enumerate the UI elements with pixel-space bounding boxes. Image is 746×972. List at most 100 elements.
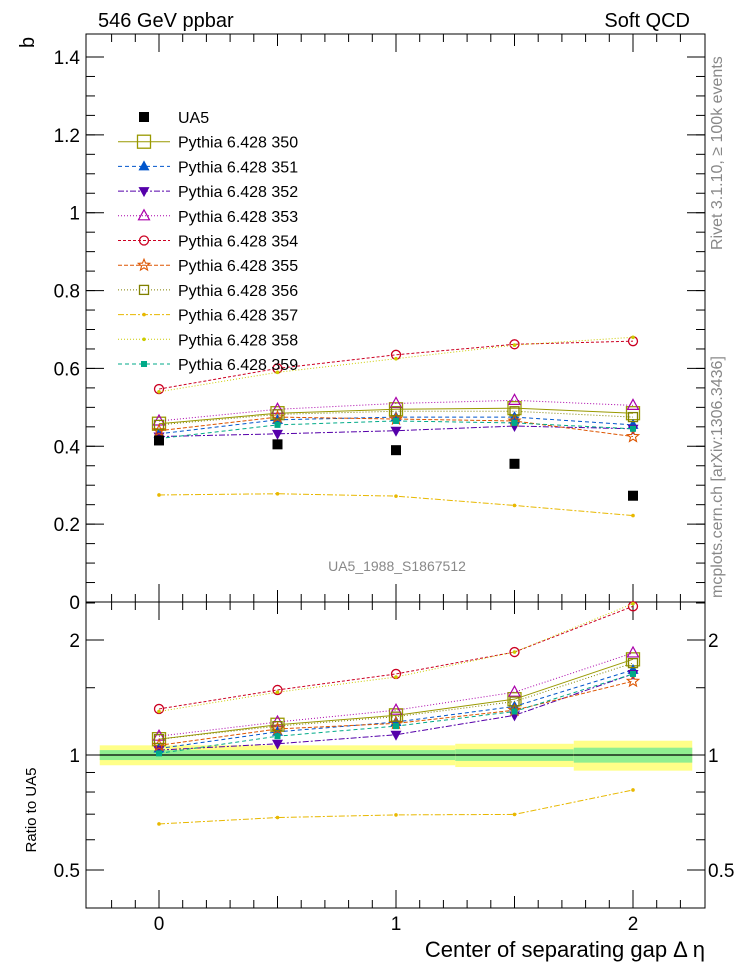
main-point-9 — [394, 356, 398, 361]
ratio-point-8 — [631, 788, 635, 792]
legend-marker-1 — [136, 134, 152, 149]
ratio-point-8 — [275, 815, 280, 820]
main-point-7 — [390, 406, 402, 417]
ratio-point-9 — [157, 709, 161, 714]
ratio-point-9 — [631, 601, 635, 606]
ratio-y-tick-label: 2 — [69, 631, 80, 652]
ratio-point-10 — [274, 733, 281, 740]
legend-label-4: Pythia 6.428 353 — [178, 209, 298, 226]
legend-marker-8 — [142, 312, 146, 317]
legend-label-5: Pythia 6.428 354 — [178, 234, 298, 251]
main-point-6 — [625, 429, 641, 443]
main-point-8 — [394, 494, 398, 498]
side-label-mcplots: mcplots.cern.ch [arXiv:1306.3436] — [709, 356, 726, 598]
x-axis-label: Center of separating gap Δ η — [425, 937, 705, 962]
main-point-8 — [275, 491, 280, 496]
ua5-data-point — [628, 490, 638, 501]
legend-label-2: Pythia 6.428 351 — [178, 159, 298, 176]
legend-label-9: Pythia 6.428 358 — [178, 332, 298, 349]
ratio-point-8 — [157, 822, 161, 826]
main-series-line-10 — [158, 420, 634, 439]
ua5-data-point — [272, 439, 283, 450]
main-y-tick-label: 1.2 — [54, 126, 80, 147]
legend-label-10: Pythia 6.428 359 — [178, 357, 298, 374]
x-tick-label: 1 — [391, 914, 402, 935]
ratio-y-tick-label-right: 2 — [708, 631, 719, 652]
x-tick-label: 2 — [628, 914, 639, 935]
ratio-point-8 — [394, 813, 398, 817]
ratio-point-7 — [627, 657, 639, 669]
main-point-7 — [509, 406, 520, 417]
main-y-tick-label: 1 — [69, 204, 80, 225]
legend-label-6: Pythia 6.428 355 — [178, 258, 298, 275]
legend-label-7: Pythia 6.428 356 — [178, 283, 298, 300]
header-right-label: Soft QCD — [604, 10, 690, 32]
ratio-point-6 — [625, 673, 641, 688]
main-point-10 — [274, 421, 281, 428]
ratio-y-tick-label: 1 — [69, 746, 80, 767]
ratio-point-10 — [630, 670, 636, 677]
ratio-point-10 — [511, 708, 518, 715]
ratio-point-7 — [272, 720, 283, 732]
legend-marker-10 — [141, 361, 147, 367]
main-point-10 — [630, 425, 636, 432]
main-point-3 — [272, 429, 283, 440]
ratio-point-9 — [512, 650, 517, 654]
ratio-point-4 — [626, 645, 640, 658]
ratio-point-4 — [507, 684, 522, 697]
ratio-point-3 — [272, 739, 283, 750]
legend-label-ua5: UA5 — [178, 110, 209, 127]
ratio-series-line-4 — [158, 652, 634, 737]
ratio-point-9 — [275, 690, 280, 695]
main-series-line-2 — [158, 416, 634, 435]
ratio-point-7 — [509, 696, 520, 707]
ua5-data-point — [391, 445, 401, 456]
ratio-y-tick-label: 0.5 — [54, 861, 80, 882]
ratio-point-5 — [509, 646, 520, 658]
main-point-4 — [507, 393, 522, 405]
main-point-9 — [275, 370, 280, 375]
ratio-point-7 — [153, 734, 165, 745]
main-point-8 — [512, 503, 517, 508]
ratio-point-4 — [389, 702, 403, 715]
main-point-9 — [631, 335, 635, 340]
main-point-8 — [631, 513, 635, 518]
main-point-7 — [272, 409, 283, 420]
main-point-4 — [389, 396, 403, 409]
main-series-line-7 — [158, 410, 634, 426]
legend-label-3: Pythia 6.428 352 — [178, 184, 298, 201]
ratio-point-7 — [390, 711, 402, 722]
side-label-rivet: Rivet 3.1.10, ≥ 100k events — [709, 56, 726, 250]
legend-marker-6 — [136, 257, 152, 272]
ratio-point-5 — [627, 601, 639, 612]
main-point-9 — [512, 343, 517, 347]
main-point-4 — [270, 402, 285, 414]
legend-marker-4 — [137, 208, 151, 221]
ratio-point-9 — [394, 675, 398, 679]
ratio-point-10 — [156, 750, 162, 757]
main-series-line-4 — [158, 399, 634, 422]
ua5-data-point — [509, 458, 520, 469]
main-point-3 — [390, 426, 402, 437]
main-y-tick-label: 0.8 — [54, 282, 80, 303]
ratio-series-line-5 — [158, 605, 634, 710]
ratio-series-line-6 — [158, 680, 634, 746]
main-point-10 — [511, 419, 518, 426]
ratio-point-10 — [393, 723, 399, 730]
main-point-9 — [157, 389, 161, 394]
ratio-series-line-1 — [158, 658, 634, 740]
main-y-tick-label: 0 — [69, 593, 80, 614]
main-series-line-1 — [158, 407, 634, 425]
main-point-7 — [627, 411, 639, 423]
legend-label-1: Pythia 6.428 350 — [178, 135, 298, 152]
main-point-7 — [153, 419, 165, 431]
main-y-tick-label: 0.2 — [54, 515, 80, 536]
header-left-label: 546 GeV ppbar — [98, 10, 234, 32]
main-y-tick-label: 1.4 — [54, 48, 81, 69]
main-y-tick-label: 0.4 — [54, 437, 81, 458]
x-tick-label: 0 — [154, 914, 165, 935]
legend-marker-2 — [138, 160, 150, 171]
legend-marker-9 — [142, 337, 146, 342]
legend-marker-3 — [138, 187, 150, 198]
